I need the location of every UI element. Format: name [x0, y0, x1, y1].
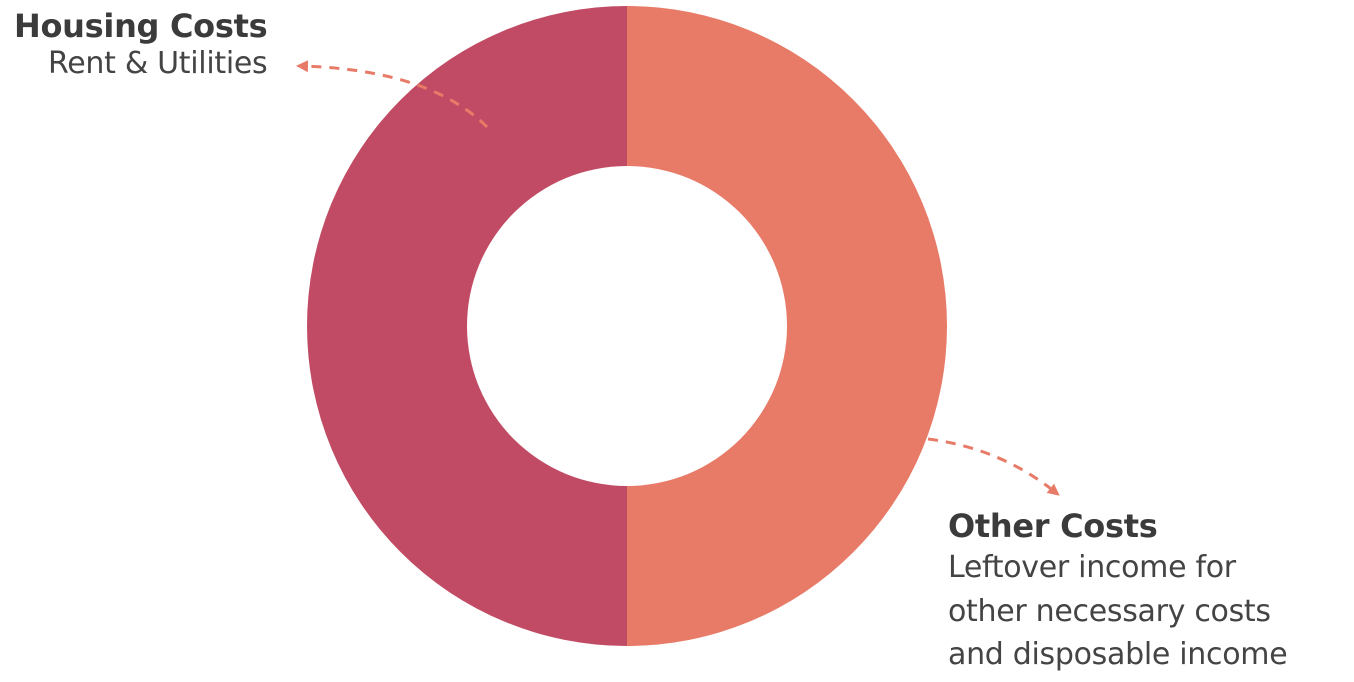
other-costs-title: Other Costs	[948, 507, 1158, 545]
housing-costs-annotation: Housing Costs Rent & Utilities	[14, 6, 268, 82]
housing-costs-description: Rent & Utilities	[48, 46, 268, 81]
donut-slices	[307, 6, 947, 646]
other-costs-leader-arrow	[927, 437, 1060, 496]
housing-costs-leader-arrow	[296, 60, 489, 129]
other-costs-description: Leftover income for other necessary cost…	[948, 550, 1288, 672]
donut-slice-housing-costs	[307, 6, 627, 646]
donut-slice-other-costs	[627, 6, 947, 646]
other-costs-annotation: Other Costs Leftover income for other ne…	[948, 506, 1288, 677]
housing-costs-title: Housing Costs	[14, 7, 268, 45]
